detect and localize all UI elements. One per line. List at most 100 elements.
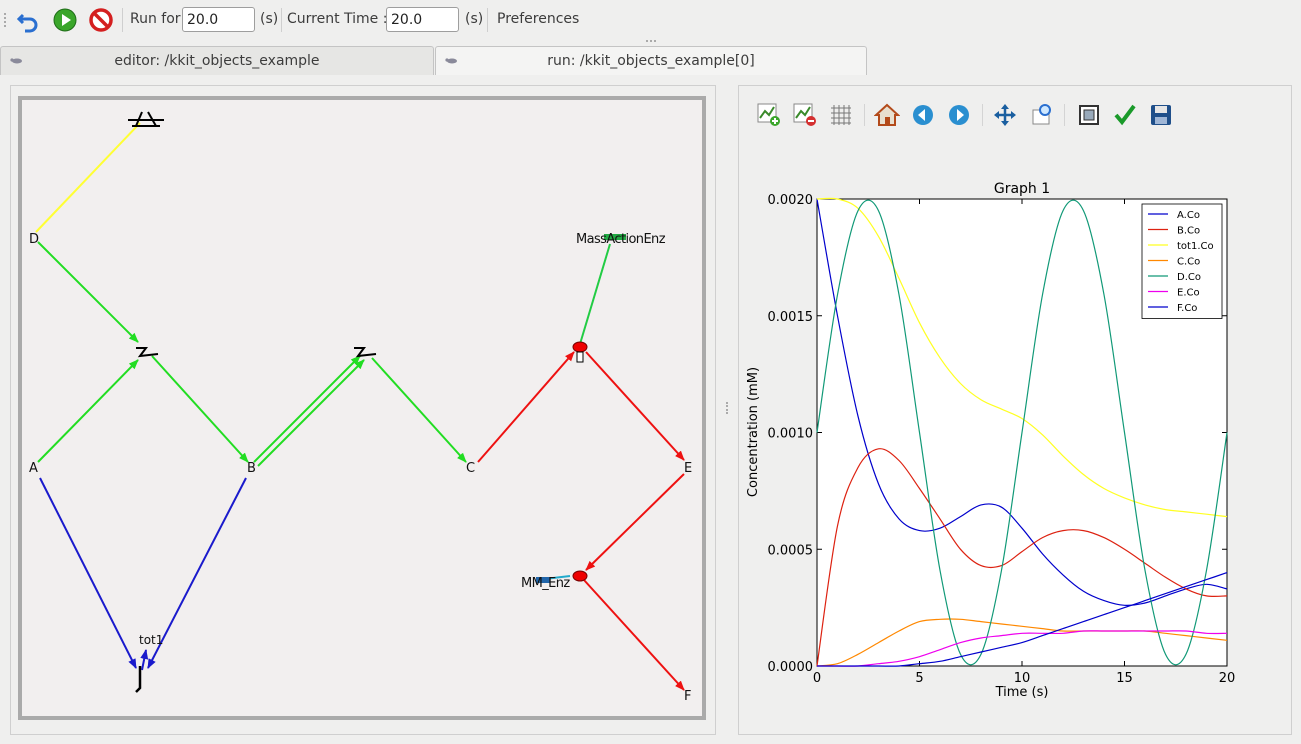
pool-f[interactable]: F (684, 689, 691, 704)
pool-c[interactable]: C (466, 461, 475, 476)
plot-toolbar-separator (982, 104, 983, 126)
concentration-chart[interactable]: Graph 1 0.0000 0.0005 0.0010 0.0015 0.0020 0… (742, 170, 1282, 710)
stop-icon[interactable] (88, 7, 114, 33)
main-toolbar: Run for (s) Current Time : (s) Preferenc… (0, 0, 1301, 40)
mass-action-enzyme-node[interactable] (572, 341, 588, 353)
x-tick-label: 0 (813, 671, 821, 686)
edge-func-to-tot1[interactable] (140, 649, 149, 671)
edge-mmenz-to-f[interactable] (583, 579, 685, 691)
y-axis-label: Concentration (mM) (746, 367, 761, 497)
home-icon[interactable] (873, 102, 901, 128)
x-axis-label: Time (s) (995, 685, 1049, 700)
reaction-icon[interactable] (354, 347, 377, 358)
moose-icon (10, 58, 22, 64)
edge-e-to-mmenz[interactable] (585, 473, 685, 571)
edge-reac1-to-b[interactable] (151, 355, 249, 463)
series-line-f-co (817, 572, 1228, 667)
enzyme-label-mm[interactable]: MM_Enz (521, 576, 571, 591)
legend-entry: E.Co (1177, 288, 1200, 299)
x-tick-label: 5 (915, 671, 923, 686)
undo-icon[interactable] (16, 7, 42, 33)
remove-plot-icon[interactable] (792, 102, 818, 128)
edge-d-to-pool[interactable] (35, 122, 141, 233)
run-for-unit: (s) (260, 11, 279, 27)
mm-enzyme-node[interactable] (572, 570, 588, 582)
reaction-icon[interactable] (136, 347, 159, 358)
x-tick-label: 10 (1014, 671, 1031, 686)
series-line-d-co (816, 199, 1228, 666)
y-tick-label: 0.0020 (768, 193, 814, 208)
tab-editor[interactable]: editor: /kkit_objects_example (0, 46, 434, 75)
current-time-unit: (s) (465, 11, 484, 27)
forward-icon[interactable] (946, 102, 972, 128)
y-tick-label: 0.0005 (768, 543, 814, 558)
edge-enz-to-massaction[interactable] (579, 243, 611, 345)
mass-action-pool-marker[interactable] (604, 234, 626, 240)
back-icon[interactable] (910, 102, 936, 128)
buffered-pool-icon[interactable] (128, 111, 164, 127)
series-line-tot1-co (816, 197, 1228, 518)
pool-a[interactable]: A (29, 461, 38, 476)
save-icon[interactable] (1148, 102, 1174, 128)
legend-entry: F.Co (1177, 303, 1197, 314)
toolbar-separator (122, 8, 123, 32)
series-line-c-co (816, 618, 1228, 667)
preferences-button[interactable]: Preferences (497, 11, 580, 27)
pane-splitter[interactable] (726, 402, 731, 414)
canvas-frame (18, 96, 706, 720)
legend-entry: tot1.Co (1177, 241, 1214, 252)
mm-enzyme-pool-marker[interactable] (536, 577, 550, 583)
add-plot-icon[interactable] (756, 102, 782, 128)
current-time-label: Current Time : (287, 11, 388, 27)
y-tick-label: 0.0000 (768, 660, 814, 675)
plot-toolbar-separator (1064, 104, 1065, 126)
series-line-e-co (817, 630, 1228, 667)
current-time-input[interactable] (386, 7, 459, 32)
tab-editor-label: editor: /kkit_objects_example (114, 53, 320, 69)
tab-bar: editor: /kkit_objects_example run: /kkit… (0, 46, 1301, 76)
series-line-b-co (816, 448, 1228, 667)
y-tick-label: 0.0015 (768, 310, 814, 325)
edge-enz-to-e[interactable] (585, 351, 685, 461)
edge-a-to-reac1[interactable] (37, 359, 139, 463)
y-tick-label: 0.0010 (768, 427, 814, 442)
edge-b-to-reac2-double[interactable] (257, 359, 365, 467)
edge-reac2-to-c[interactable] (371, 357, 467, 463)
legend-entry: A.Co (1177, 210, 1200, 221)
enzyme-label-massaction[interactable]: MassActionEnz (576, 232, 666, 247)
toolbar-grip[interactable] (4, 13, 9, 27)
edge-d-to-reac1[interactable] (37, 241, 139, 343)
legend-box (1141, 203, 1223, 319)
subplot-config-icon[interactable] (1076, 102, 1102, 128)
network-canvas[interactable]: D A B C E F tot1 MassActionEnz MM_Enz (18, 96, 706, 720)
network-edges (35, 122, 685, 691)
run-for-input[interactable] (182, 7, 255, 32)
zoom-icon[interactable] (1028, 102, 1054, 128)
edge-b-to-reac2[interactable] (253, 355, 361, 463)
play-icon[interactable] (52, 7, 78, 33)
run-for-label: Run for (130, 11, 181, 27)
chart-title: Graph 1 (994, 181, 1050, 197)
edge-a-to-func[interactable] (39, 477, 137, 669)
legend-entry: C.Co (1177, 257, 1200, 268)
pool-e[interactable]: E (684, 461, 692, 476)
tab-run[interactable]: run: /kkit_objects_example[0] (435, 46, 867, 75)
x-tick-label: 15 (1116, 671, 1133, 686)
pan-icon[interactable] (992, 102, 1018, 128)
series-line-a-co (816, 198, 1228, 606)
toolbar-separator (487, 8, 488, 32)
pool-d[interactable]: D (29, 232, 39, 247)
edge-c-to-enz[interactable] (477, 351, 575, 463)
enzyme-complex-icon[interactable] (576, 351, 584, 363)
function-icon[interactable] (135, 666, 142, 693)
grid-icon[interactable] (828, 102, 854, 128)
toolbar-separator (281, 8, 282, 32)
tab-run-label: run: /kkit_objects_example[0] (547, 53, 755, 69)
edit-check-icon[interactable] (1112, 102, 1138, 128)
splitter-handle[interactable] (646, 40, 656, 46)
legend-entry: B.Co (1177, 226, 1200, 237)
x-tick-label: 20 (1219, 671, 1236, 686)
edge-b-to-func[interactable] (147, 477, 247, 669)
pool-tot1[interactable]: tot1 (139, 633, 163, 647)
pool-b[interactable]: B (247, 461, 256, 476)
